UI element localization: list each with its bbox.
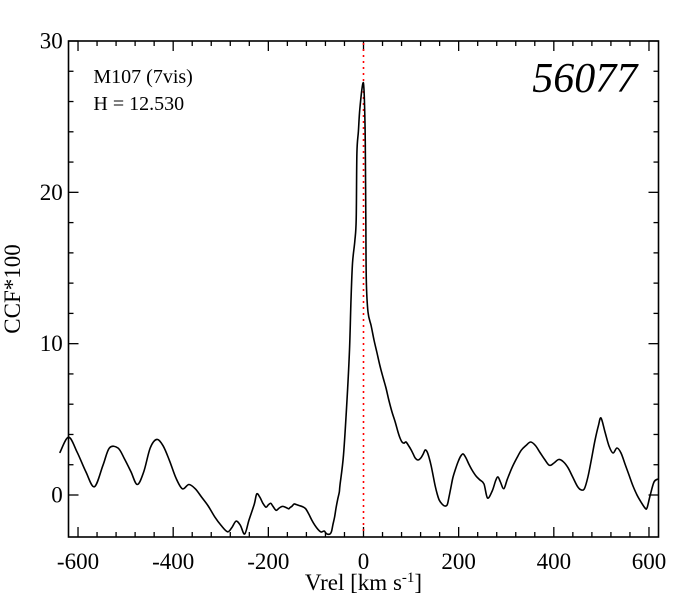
svg-text:200: 200 [441,549,476,574]
svg-text:-200: -200 [247,549,289,574]
svg-text:CCF*100: CCF*100 [0,244,25,333]
svg-text:M107 (7vis): M107 (7vis) [93,66,192,88]
svg-text:30: 30 [40,29,63,54]
svg-text:Vrel [km s-1]: Vrel [km s-1] [305,570,422,595]
svg-text:H = 12.530: H = 12.530 [93,93,184,115]
svg-text:0: 0 [51,483,63,508]
svg-text:56077: 56077 [532,56,639,102]
svg-text:-400: -400 [152,549,194,574]
svg-text:20: 20 [40,180,63,205]
svg-text:-600: -600 [57,549,99,574]
svg-text:10: 10 [40,331,63,356]
svg-text:400: 400 [537,549,572,574]
svg-text:600: 600 [632,549,667,574]
